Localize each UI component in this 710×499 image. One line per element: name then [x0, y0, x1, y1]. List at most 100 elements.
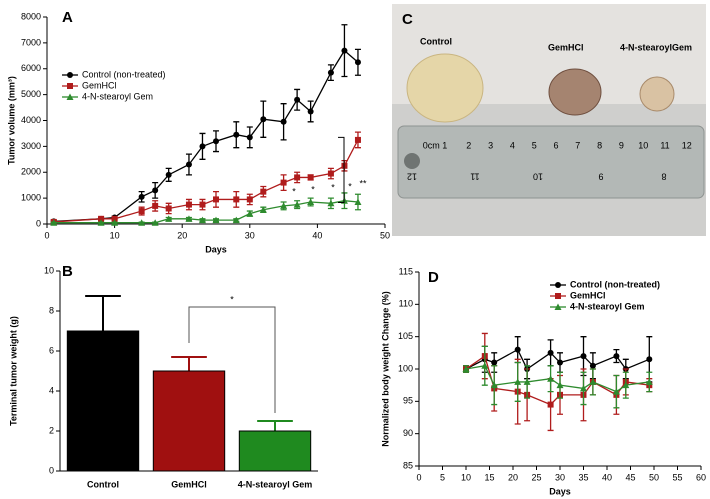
- significance-mark: *: [292, 186, 296, 196]
- x-tick-label: 60: [696, 472, 706, 482]
- ruler-hole: [404, 153, 420, 169]
- y-tick-label: 105: [398, 331, 413, 341]
- x-tick-label: 45: [625, 472, 635, 482]
- marker: [556, 381, 564, 389]
- ruler-number: 8: [661, 172, 666, 182]
- legend-marker: [67, 83, 73, 89]
- marker: [280, 118, 287, 125]
- marker: [165, 215, 173, 222]
- y-axis-label: Terminal tumor weight (g): [8, 316, 18, 426]
- marker: [589, 362, 596, 369]
- legend-marker: [66, 93, 74, 100]
- x-tick-label: 15: [484, 472, 494, 482]
- panel-label: B: [62, 263, 73, 280]
- marker: [111, 215, 118, 222]
- marker: [514, 346, 521, 353]
- marker: [580, 384, 587, 392]
- y-tick-label: 5000: [21, 89, 41, 99]
- photo-caption: 4-N-stearoylGem: [620, 42, 692, 52]
- x-tick-label: 0: [416, 472, 421, 482]
- marker: [165, 205, 172, 212]
- marker: [481, 362, 489, 369]
- marker: [547, 349, 554, 356]
- y-tick-label: 115: [399, 266, 413, 276]
- marker: [523, 378, 531, 385]
- ruler-number: 8: [597, 140, 602, 150]
- x-axis-label: Days: [205, 244, 227, 254]
- marker: [151, 219, 159, 226]
- y-tick-label: 0: [49, 465, 54, 475]
- y-tick-label: 4: [49, 385, 54, 395]
- panel-label: C: [402, 11, 413, 28]
- marker: [138, 208, 145, 215]
- marker: [612, 388, 620, 395]
- marker: [354, 136, 361, 143]
- y-tick-label: 100: [398, 363, 413, 373]
- x-tick-label: 50: [649, 472, 659, 482]
- marker: [185, 161, 192, 168]
- marker: [259, 206, 267, 213]
- marker: [293, 201, 301, 208]
- x-tick-label: 20: [508, 472, 518, 482]
- x-tick-label: 40: [602, 472, 612, 482]
- series-line: [53, 200, 359, 224]
- ruler-number: 9: [619, 140, 624, 150]
- ruler-number: 0cm 1: [423, 140, 448, 150]
- y-tick-label: 90: [403, 428, 413, 438]
- marker: [198, 216, 206, 224]
- x-tick-label: 35: [578, 472, 588, 482]
- marker: [462, 365, 470, 372]
- x-tick-label: 30: [555, 472, 565, 482]
- x-tick-label: 4-N-stearoyl Gem: [238, 479, 313, 489]
- panel-label: D: [428, 269, 439, 286]
- ruler-number: 4: [510, 140, 515, 150]
- marker: [280, 179, 287, 186]
- legend-marker: [67, 72, 73, 78]
- legend-label: Control (non-treated): [82, 69, 166, 79]
- marker: [280, 202, 288, 209]
- legend-label: 4-N-stearoyl Gem: [82, 91, 153, 101]
- marker: [185, 215, 193, 222]
- y-tick-label: 7000: [21, 37, 41, 47]
- series: [463, 332, 653, 432]
- marker: [557, 359, 563, 366]
- marker: [213, 138, 219, 145]
- y-tick-label: 110: [399, 299, 413, 309]
- legend-label: Control (non-treated): [570, 279, 660, 289]
- marker: [246, 196, 253, 203]
- marker: [327, 170, 334, 177]
- ruler-number: 10: [638, 140, 648, 150]
- photo-caption: Control: [420, 36, 452, 46]
- marker: [589, 378, 597, 385]
- bar: [66, 330, 140, 472]
- marker: [213, 196, 219, 203]
- legend-label: GemHCl: [82, 80, 117, 90]
- x-tick-label: GemHCl: [171, 479, 207, 489]
- marker: [212, 216, 220, 224]
- panel-label: A: [62, 9, 73, 26]
- marker: [645, 378, 653, 385]
- ruler-number: 12: [682, 140, 692, 150]
- ruler-number: 11: [660, 140, 669, 150]
- significance-mark: **: [359, 178, 367, 188]
- y-tick-label: 6000: [21, 63, 41, 73]
- series-line: [465, 365, 650, 393]
- ruler-number: 7: [575, 140, 580, 150]
- x-tick-label: 0: [44, 230, 49, 240]
- marker: [490, 381, 498, 389]
- marker: [233, 196, 240, 203]
- marker: [50, 219, 58, 226]
- ruler-number: 5: [532, 140, 537, 150]
- marker: [233, 131, 240, 138]
- marker: [294, 96, 301, 103]
- x-tick-label: 50: [380, 230, 390, 240]
- marker: [246, 134, 253, 141]
- marker: [199, 201, 206, 208]
- y-tick-label: 2: [49, 425, 54, 435]
- significance-mark: *: [348, 181, 352, 191]
- marker: [138, 219, 146, 226]
- significance-bracket: [188, 306, 276, 413]
- series: [50, 192, 362, 226]
- y-tick-label: 2000: [21, 167, 41, 177]
- error-bar: [257, 420, 293, 431]
